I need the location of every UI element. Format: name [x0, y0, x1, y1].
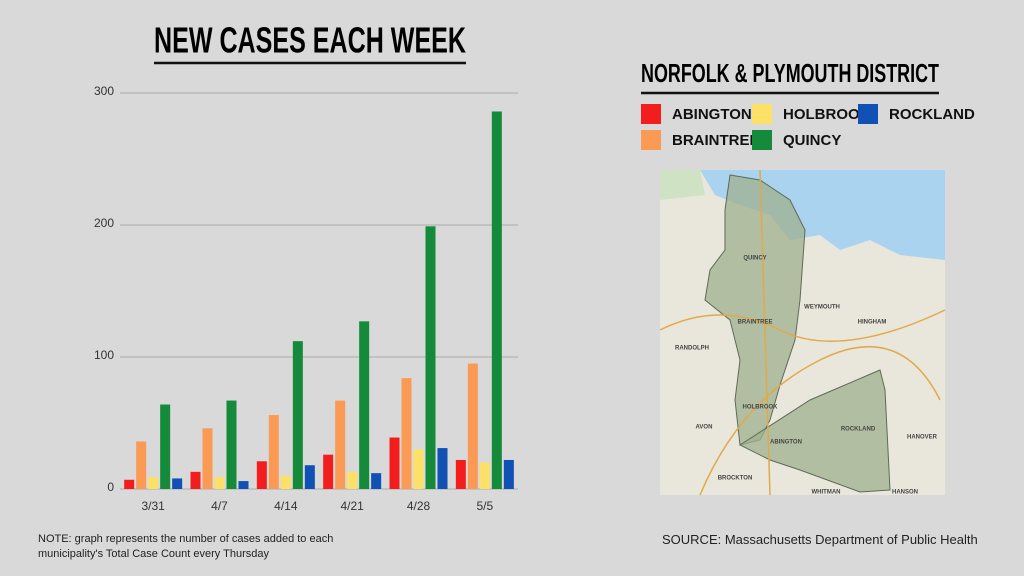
bar [202, 428, 213, 489]
bar [238, 481, 249, 489]
x-tick-label: 4/28 [407, 499, 431, 513]
bar [347, 471, 358, 489]
legend-label: ROCKLAND [889, 106, 975, 123]
legend-label: HOLBROOK [783, 106, 871, 123]
map-label: QUINCY [743, 256, 766, 262]
bar [491, 111, 502, 489]
bar [335, 400, 346, 489]
bar [280, 475, 291, 489]
legend-label: ABINGTON [672, 106, 752, 123]
bar [323, 454, 334, 489]
y-tick-label: 200 [94, 216, 114, 230]
map-label: BRAINTREE [737, 320, 772, 326]
bar [371, 473, 382, 489]
bar [256, 461, 267, 489]
bar [160, 404, 171, 489]
x-tick-label: 5/5 [476, 499, 493, 513]
bar [268, 415, 279, 489]
district-south [738, 369, 891, 493]
map-label: WHITMAN [812, 490, 841, 496]
x-tick-label: 4/7 [211, 499, 228, 513]
map-label: HOLBROOK [743, 405, 779, 411]
chart-title: NEW CASES EACH WEEK [154, 20, 466, 61]
map-label: ROCKLAND [841, 427, 876, 433]
legend-swatch [752, 130, 772, 150]
y-tick-label: 100 [94, 348, 114, 362]
bar [503, 459, 514, 489]
source: SOURCE: Massachusetts Department of Publ… [662, 532, 978, 547]
bar [401, 378, 412, 489]
bar [389, 437, 400, 489]
bar [479, 462, 490, 489]
x-tick-label: 3/31 [141, 499, 165, 513]
bar [172, 478, 183, 489]
map-label: HANOVER [907, 435, 938, 441]
legend-title: NORFOLK & PLYMOUTH DISTRICT [641, 58, 939, 88]
map-label: HANSON [892, 490, 918, 496]
bar [437, 448, 448, 489]
legend-swatch [641, 130, 661, 150]
y-tick-label: 0 [107, 480, 114, 494]
map: QUINCY WEYMOUTH BRAINTREE RANDOLPH HINGHAM HO… [659, 169, 946, 496]
y-tick-label: 300 [94, 84, 114, 98]
legend-label: BRAINTREE [672, 132, 760, 149]
map-label: ABINGTON [770, 440, 802, 446]
bar [467, 363, 478, 489]
bar [190, 471, 201, 489]
x-tick-label: 4/14 [274, 499, 298, 513]
bar [136, 441, 147, 489]
bar [226, 400, 237, 489]
map-roads [659, 169, 946, 496]
bar [292, 341, 303, 489]
map-label: BROCKTON [718, 476, 753, 482]
bar [214, 477, 225, 489]
map-label: WEYMOUTH [804, 305, 840, 311]
map-label: HINGHAM [858, 320, 887, 326]
x-tick-label: 4/21 [340, 499, 364, 513]
bar [304, 465, 315, 489]
map-park [660, 170, 705, 200]
bar [455, 459, 466, 489]
legend-swatch [858, 104, 878, 124]
legend-swatch [641, 104, 661, 124]
legend-label: QUINCY [783, 132, 841, 149]
bar [413, 449, 424, 489]
legend-swatch [752, 104, 772, 124]
map-label: RANDOLPH [675, 346, 709, 352]
bar [148, 477, 159, 489]
bar [359, 321, 370, 489]
bar [124, 479, 135, 489]
map-label: AVON [696, 425, 713, 431]
bar [425, 226, 436, 489]
note: NOTE: graph represents the number of cas… [38, 533, 334, 560]
